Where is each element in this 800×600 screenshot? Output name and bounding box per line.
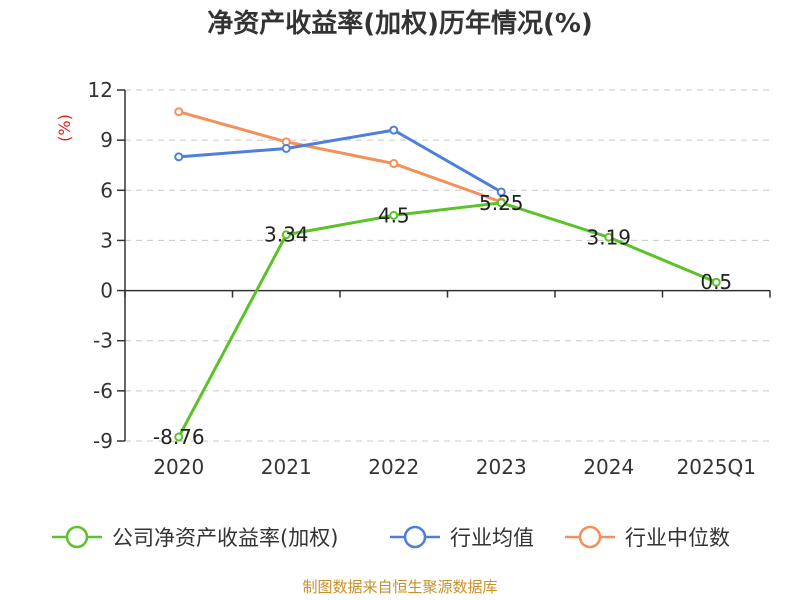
x-tick-label: 2024 <box>583 455 634 479</box>
y-tick-label: -6 <box>93 379 113 403</box>
data-point <box>496 198 506 208</box>
data-label: -8.76 <box>153 425 205 449</box>
data-label: 0.5 <box>700 270 732 294</box>
legend-label: 行业中位数 <box>625 526 730 550</box>
data-point <box>281 144 291 153</box>
y-tick-label: 6 <box>100 178 113 202</box>
legend-label: 行业均值 <box>450 526 534 550</box>
data-label: 4.5 <box>378 203 410 227</box>
data-point <box>389 159 399 169</box>
x-tick-label: 2021 <box>261 455 312 479</box>
series-line <box>178 110 502 204</box>
data-point <box>496 187 506 197</box>
data-point <box>604 232 614 242</box>
legend-swatch-marker <box>403 525 427 549</box>
data-point <box>174 432 184 442</box>
chart-title: 净资产收益率(加权)历年情况(%) <box>207 8 593 39</box>
source-note: 制图数据来自恒生聚源数据库 <box>302 578 497 596</box>
series-line <box>178 128 502 194</box>
data-label: 5.25 <box>479 191 524 215</box>
x-tick-label: 2022 <box>368 455 419 479</box>
legend-label: 公司净资产收益率(加权) <box>112 526 338 550</box>
x-tick-label: 2023 <box>476 455 527 479</box>
legend-swatch-marker <box>578 525 602 549</box>
series-line <box>177 201 717 438</box>
data-label: 3.19 <box>586 225 631 249</box>
data-point <box>174 107 184 117</box>
data-point <box>389 125 399 135</box>
legend: 公司净资产收益率(加权) 行业均值 行业中位数 <box>52 525 730 550</box>
y-axis-ticks: 12 9 6 3 0 -3 -6 -9 <box>88 78 126 453</box>
data-point <box>281 230 291 240</box>
y-tick-label: 9 <box>100 128 113 152</box>
series-lines <box>174 107 721 442</box>
y-tick-label: 12 <box>88 78 113 102</box>
x-tick-label: 2025Q1 <box>677 455 756 479</box>
y-axis-unit: (%) <box>55 114 74 142</box>
data-point <box>174 152 184 162</box>
data-labels: -8.76 3.34 4.5 5.25 3.19 0.5 <box>153 191 732 449</box>
data-label: 3.34 <box>264 223 309 247</box>
y-tick-label: 3 <box>100 228 113 252</box>
grid-lines <box>125 89 770 442</box>
x-axis: 2020 2021 2022 2023 2024 2025Q1 <box>124 289 771 479</box>
data-point <box>711 277 721 287</box>
y-tick-label: -9 <box>93 429 113 453</box>
data-point <box>389 210 399 220</box>
legend-swatch-marker <box>65 525 89 549</box>
x-tick-label: 2020 <box>153 455 204 479</box>
y-tick-label: 0 <box>100 279 113 303</box>
y-tick-label: -3 <box>93 329 113 353</box>
